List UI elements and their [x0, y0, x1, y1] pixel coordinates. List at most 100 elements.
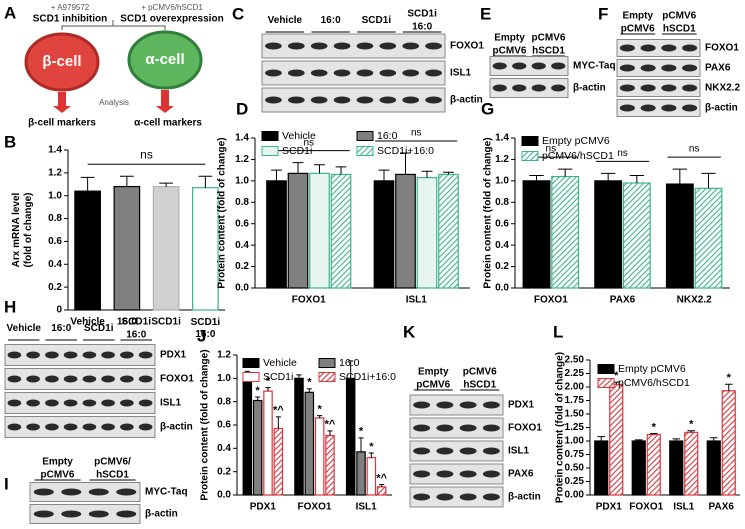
error-bar [629, 175, 644, 183]
blot-band [379, 96, 397, 104]
blot-band [413, 493, 431, 501]
x-tick-label: NKX2.2 [677, 295, 712, 306]
blot-band [33, 488, 54, 496]
blot-band [26, 423, 40, 431]
error-bar [80, 176, 95, 192]
blot-band [120, 399, 134, 407]
x-tick-label: ISL1 [406, 295, 428, 306]
y-tick-label: 0.4 [495, 240, 509, 251]
blot-band [120, 351, 134, 359]
blot-band [492, 62, 507, 70]
legend-swatch [318, 358, 336, 368]
legend-label: SCD1i+16:0 [377, 145, 434, 157]
blot-band [682, 104, 698, 112]
error-bar [368, 452, 374, 458]
blot-band [619, 44, 635, 52]
blot-strip [616, 99, 701, 117]
legend-label: Vehicle [282, 130, 316, 142]
annotation: ns [411, 128, 422, 139]
blot-band [436, 401, 454, 409]
panel-letter: C [232, 4, 244, 23]
blot-band [310, 69, 328, 77]
blot-band [661, 44, 677, 52]
significance-mark: *^ [273, 405, 284, 417]
lane-label: pCMV6 hSCD1 [532, 32, 566, 56]
bar [594, 180, 623, 289]
significance-mark: *^ [325, 419, 336, 431]
row-label: MYC-Taq [573, 61, 616, 72]
error-bar [378, 169, 390, 181]
row-label: PAX6 [508, 469, 534, 480]
legend-label: 16:0 [377, 130, 398, 142]
blot-band [482, 493, 500, 501]
y-tick-label: 1.0 [48, 190, 62, 201]
blot-band [413, 447, 431, 455]
error-bar [601, 172, 616, 181]
annotation: ns [689, 144, 700, 155]
bar [345, 377, 356, 496]
blot-band [356, 42, 374, 50]
panel-letter: J [197, 326, 206, 345]
blot-band [551, 84, 566, 92]
x-tick-label: SCD1i [151, 317, 181, 328]
error-bar [335, 166, 347, 175]
blot-band [531, 62, 546, 70]
blot-strip [409, 463, 504, 485]
bar [263, 390, 273, 496]
y-axis-label: Protein content (fold of change) [200, 349, 211, 500]
error-bar [558, 168, 573, 177]
y-tick-label: 0.6 [235, 218, 249, 229]
blot-band [459, 401, 477, 409]
blot-band [661, 64, 677, 72]
blot-band [138, 399, 153, 407]
error-bar [306, 388, 312, 393]
bar [721, 390, 736, 496]
lane-label: SCD1i [362, 15, 392, 26]
bar [294, 377, 304, 496]
y-axis-label: Protein content (fold of change) [217, 137, 228, 288]
y-tick-label: 0.8 [495, 197, 509, 208]
blot-band [619, 64, 635, 72]
row-label: PAX6 [705, 63, 731, 74]
significance-mark: * [318, 404, 323, 416]
y-tick-label: 2.25 [565, 368, 585, 379]
treatment: + A979572 [51, 3, 90, 12]
row-label: FOXO1 [705, 43, 739, 54]
x-tick-label: Vehicle [70, 317, 105, 328]
row-label: β-actin [508, 492, 541, 503]
blot-band [436, 424, 454, 432]
bar [192, 187, 219, 311]
blot-band [7, 423, 22, 431]
blot-band [7, 375, 22, 383]
y-tick-label: 1.0 [495, 175, 509, 186]
annotation: ns [140, 147, 153, 161]
error-bar [271, 169, 282, 181]
lane-label: pCMV6 hSCD1 [662, 10, 696, 34]
row-label: β-actin [705, 103, 738, 114]
x-tick-label: ISL1 [356, 502, 378, 513]
bar [665, 183, 694, 289]
y-tick-label: 0.00 [565, 490, 585, 501]
arrow [156, 90, 174, 113]
y-tick-label: 1.0 [235, 175, 249, 186]
blot-strip [616, 79, 701, 97]
significance-mark: * [359, 426, 364, 438]
lane-label: SCD1i [84, 323, 114, 334]
blot-band [63, 423, 78, 431]
blot-band [551, 62, 566, 70]
legend-label: Empty pCMV6 [542, 135, 610, 147]
row-label: ISL1 [450, 68, 472, 79]
error-bar [317, 415, 323, 418]
action: SCD1 overexpression [120, 14, 223, 25]
blot-band [82, 351, 97, 359]
lane-label: 16:0 [51, 323, 71, 334]
blot-band [7, 351, 22, 359]
blot-band [101, 423, 115, 431]
panel-letter: A [4, 3, 16, 22]
blot-band [26, 399, 40, 407]
blot-band [640, 44, 656, 52]
error-bar [120, 175, 134, 187]
bar [622, 182, 651, 289]
blot-band [26, 375, 40, 383]
x-tick-label: FOXO1 [292, 295, 326, 306]
